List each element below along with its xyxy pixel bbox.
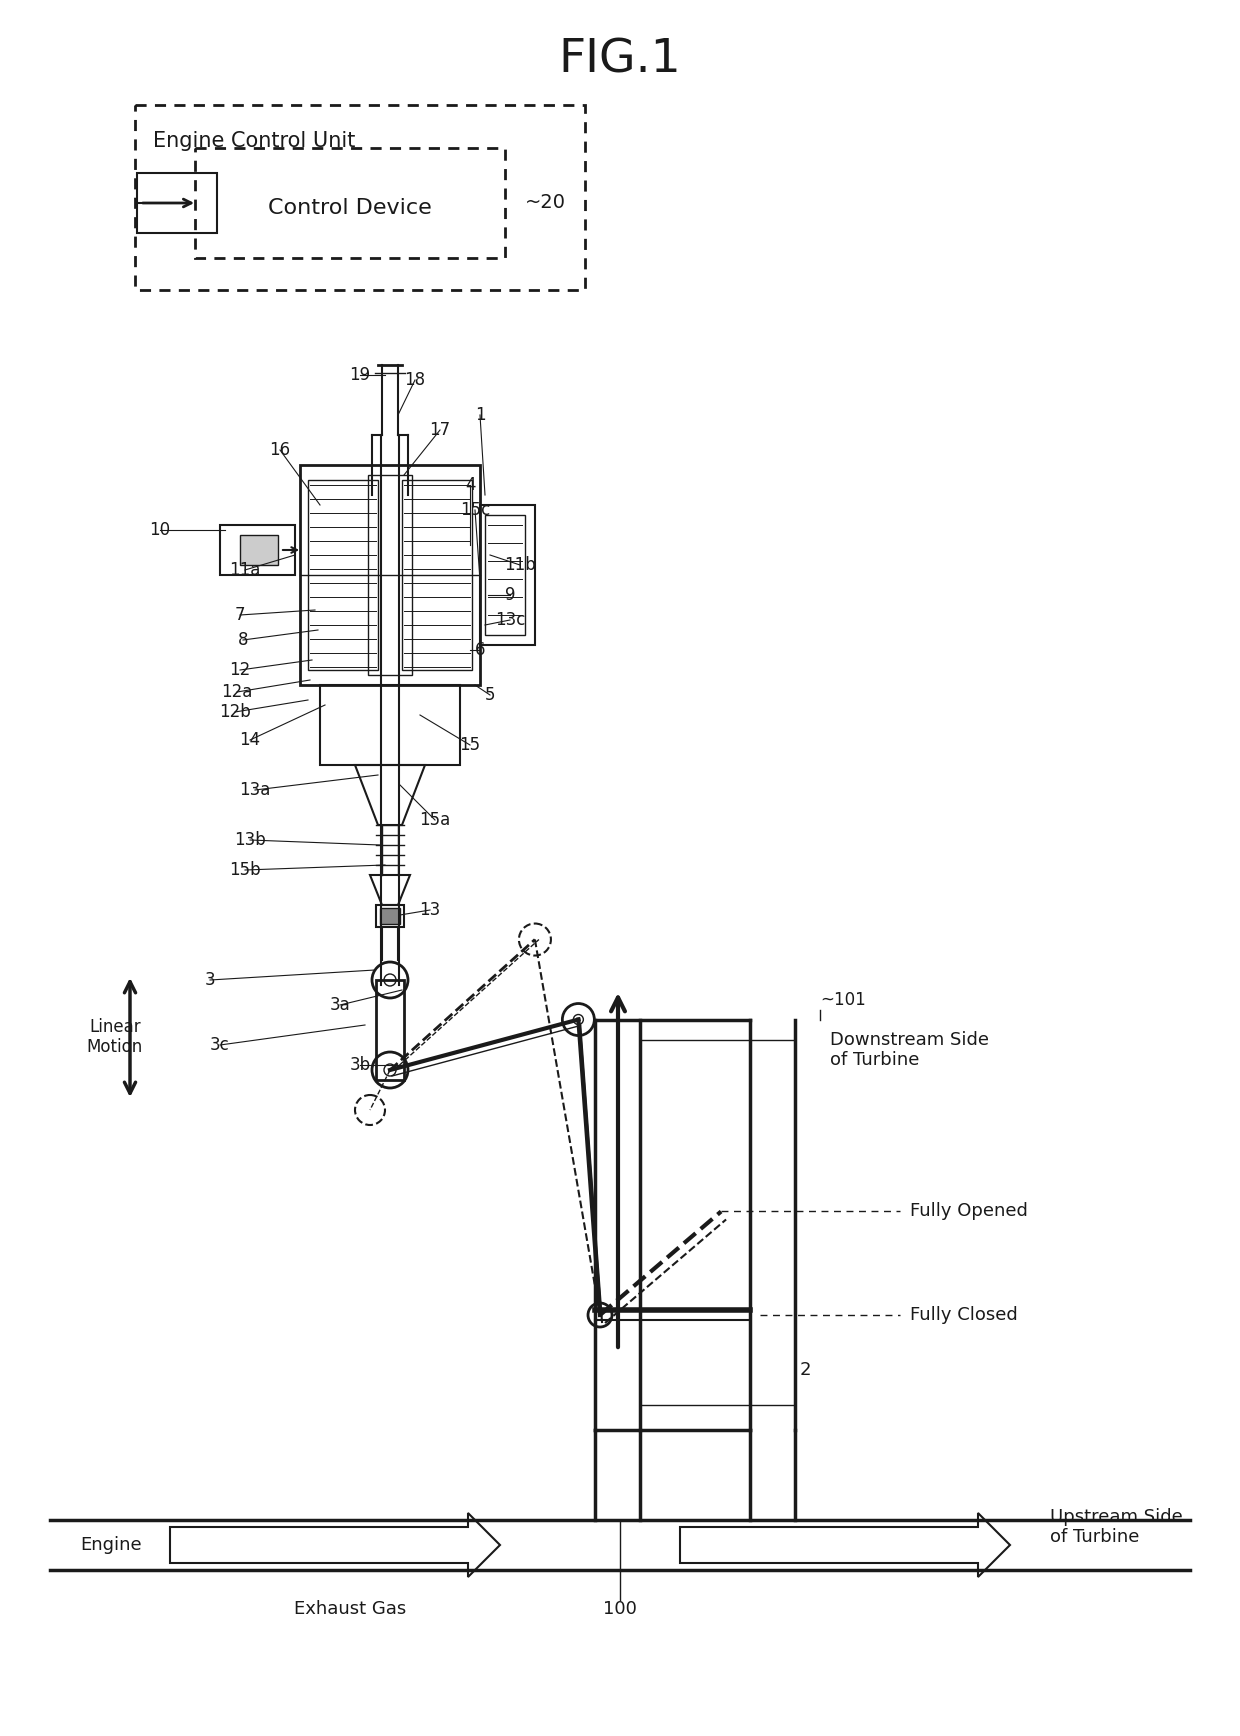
- Text: Linear
Motion: Linear Motion: [87, 1017, 143, 1057]
- Text: 3a: 3a: [330, 996, 351, 1014]
- Bar: [376, 904, 404, 927]
- Text: 11b: 11b: [505, 556, 536, 575]
- Text: 8: 8: [238, 630, 248, 649]
- Text: 12b: 12b: [219, 703, 250, 720]
- Text: 7: 7: [234, 606, 246, 623]
- Text: ~101: ~101: [820, 991, 866, 1009]
- Text: 15: 15: [460, 736, 481, 753]
- Text: 12: 12: [229, 661, 250, 679]
- Bar: [402, 479, 472, 670]
- Bar: [379, 908, 401, 924]
- Text: 16: 16: [269, 441, 290, 458]
- Text: 15c: 15c: [460, 502, 490, 519]
- Text: Fully Opened: Fully Opened: [910, 1203, 1028, 1220]
- Text: 13b: 13b: [234, 832, 265, 849]
- Text: 4: 4: [465, 476, 475, 495]
- Text: 18: 18: [404, 372, 425, 389]
- Bar: [195, 148, 505, 259]
- Text: 3c: 3c: [210, 1036, 229, 1054]
- Text: 15a: 15a: [419, 811, 450, 830]
- Text: 10: 10: [150, 521, 171, 538]
- Text: ~20: ~20: [525, 193, 565, 212]
- Text: 3b: 3b: [350, 1055, 371, 1075]
- Text: Exhaust Gas: Exhaust Gas: [294, 1601, 407, 1618]
- Text: 2: 2: [800, 1361, 811, 1378]
- Bar: [241, 535, 278, 564]
- Polygon shape: [680, 1514, 1011, 1576]
- Text: 100: 100: [603, 1601, 637, 1618]
- Text: Downstream Side
of Turbine: Downstream Side of Turbine: [830, 1031, 990, 1069]
- Text: 6: 6: [475, 641, 485, 660]
- Text: 13a: 13a: [239, 781, 270, 799]
- Text: 14: 14: [239, 731, 260, 748]
- Bar: [320, 686, 460, 766]
- Text: Engine Control Unit: Engine Control Unit: [153, 130, 356, 151]
- Text: 3: 3: [205, 970, 216, 990]
- Text: Upstream Side
of Turbine: Upstream Side of Turbine: [1050, 1507, 1183, 1547]
- Text: Fully Closed: Fully Closed: [910, 1305, 1018, 1325]
- Bar: [368, 476, 412, 675]
- Text: 13: 13: [419, 901, 440, 918]
- Text: 9: 9: [505, 587, 516, 604]
- Bar: [480, 505, 534, 646]
- Text: Control Device: Control Device: [268, 198, 432, 219]
- Text: 5: 5: [485, 686, 495, 705]
- Bar: [136, 174, 217, 233]
- Text: Engine: Engine: [81, 1536, 141, 1554]
- Text: 12a: 12a: [221, 682, 253, 701]
- Bar: [485, 516, 525, 635]
- Text: 15b: 15b: [229, 861, 260, 878]
- Text: FIG.1: FIG.1: [559, 38, 681, 83]
- Bar: [135, 104, 585, 290]
- Bar: [308, 479, 378, 670]
- Text: 1: 1: [475, 406, 485, 424]
- Text: 19: 19: [350, 366, 371, 384]
- Text: 11a: 11a: [229, 561, 260, 580]
- Bar: [300, 465, 480, 686]
- Text: 13c: 13c: [495, 611, 526, 628]
- Polygon shape: [170, 1514, 500, 1576]
- Bar: [219, 524, 295, 575]
- Text: 17: 17: [429, 422, 450, 439]
- Bar: [376, 981, 404, 1080]
